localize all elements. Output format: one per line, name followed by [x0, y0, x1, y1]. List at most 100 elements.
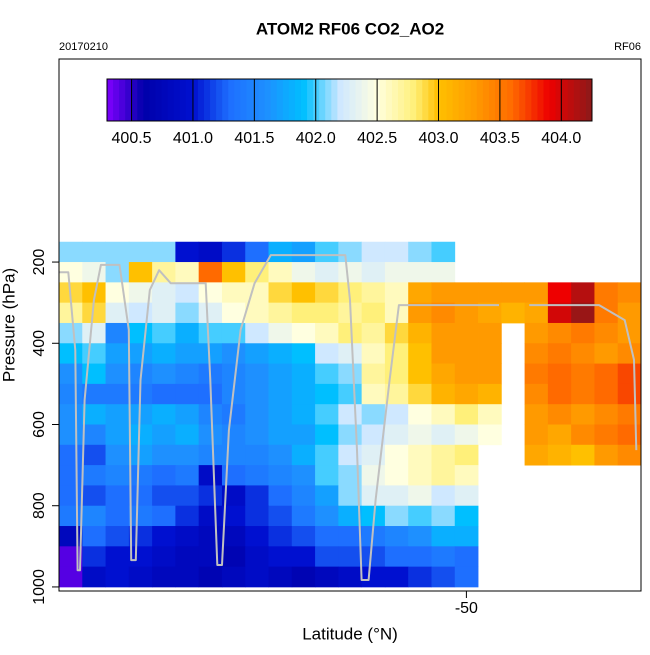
heatmap-cell	[268, 383, 293, 405]
heatmap-cell	[408, 424, 432, 446]
heatmap-cell	[82, 241, 106, 263]
colorbar-segment	[331, 79, 338, 121]
heatmap-cell	[152, 302, 176, 324]
heatmap-cell	[291, 302, 316, 324]
heatmap-cell	[221, 363, 246, 385]
heatmap-cell	[82, 444, 106, 466]
heatmap-cell	[571, 343, 595, 364]
heatmap-cell	[501, 302, 525, 324]
heatmap-cell	[617, 404, 641, 425]
date-label: 20170210	[59, 41, 108, 53]
heatmap-cell	[221, 241, 246, 263]
colorbar-segment	[434, 79, 441, 121]
heatmap-cell	[105, 505, 130, 527]
heatmap-cell	[384, 282, 409, 304]
heatmap-cell	[408, 526, 432, 547]
heatmap-cell	[268, 241, 293, 263]
plot-frame	[58, 58, 642, 592]
heatmap-cell	[198, 404, 223, 425]
heatmap-cell	[245, 343, 269, 364]
heatmap-cell	[268, 343, 293, 364]
heatmap-cell	[291, 343, 316, 364]
heatmap-cell	[198, 485, 223, 507]
heatmap-cell	[198, 262, 223, 283]
heatmap-cell	[361, 241, 386, 263]
colorbar-segment	[501, 79, 508, 121]
colorbar-segment	[143, 79, 150, 121]
colorbar-segment	[113, 79, 120, 121]
heatmap-cell	[431, 241, 456, 263]
y-tick-label: 200	[31, 249, 48, 276]
heatmap-cell	[245, 302, 269, 324]
heatmap-cell	[82, 383, 106, 405]
heatmap-cell	[198, 302, 223, 324]
heatmap-cell	[105, 383, 130, 405]
heatmap-cell	[291, 505, 316, 527]
heatmap-cell	[59, 262, 83, 283]
colorbar-segment	[161, 79, 169, 121]
heatmap-cell	[478, 404, 502, 425]
heatmap-cell	[338, 424, 363, 446]
heatmap-cell	[175, 465, 200, 486]
y-tick-label: 600	[31, 411, 48, 438]
heatmap-cell	[291, 526, 316, 547]
heatmap-cell	[105, 282, 130, 304]
heatmap-cell	[594, 322, 619, 344]
colorbar-segment	[282, 79, 290, 121]
heatmap-cell	[431, 465, 456, 486]
heatmap-cell	[59, 465, 83, 486]
heatmap-cell	[59, 241, 83, 263]
heatmap-cell	[221, 282, 246, 304]
heatmap-cell	[617, 363, 641, 385]
heatmap-cell	[268, 546, 293, 568]
heatmap-cell	[198, 465, 223, 486]
heatmap-cell	[431, 383, 456, 405]
heatmap-cell	[59, 424, 83, 446]
heatmap-cell	[431, 485, 456, 507]
heatmap-cell	[221, 343, 246, 364]
heatmap-cell	[454, 282, 479, 304]
heatmap-cell	[245, 404, 269, 425]
colorbar-segment	[416, 79, 423, 121]
colorbar-segment	[246, 79, 253, 121]
y-axis-label: Pressure (hPa)	[0, 268, 18, 382]
heatmap-cell	[501, 282, 525, 304]
heatmap-cell	[221, 424, 246, 446]
flight-label: RF06	[614, 41, 641, 53]
heatmap-cell	[291, 363, 316, 385]
colorbar-segment	[513, 79, 520, 121]
heatmap-cell	[408, 282, 432, 304]
heatmap-cell	[571, 404, 595, 425]
heatmap-cell	[524, 404, 549, 425]
heatmap-cell	[128, 566, 153, 588]
colorbar-segment	[422, 79, 429, 121]
colorbar-segment	[470, 79, 478, 121]
heatmap-cell	[361, 424, 386, 446]
heatmap-cell	[291, 546, 316, 568]
heatmap-cell	[315, 383, 339, 405]
heatmap-cell	[152, 363, 176, 385]
heatmap-cell	[291, 485, 316, 507]
heatmap-cell	[617, 343, 641, 364]
axes: 200 400 600 800 1000 -50	[31, 249, 478, 618]
heatmap-cell	[59, 444, 83, 466]
colorbar-segment	[404, 79, 411, 121]
heatmap-cell	[268, 444, 293, 466]
heatmap-cell	[384, 546, 409, 568]
heatmap-cell	[547, 302, 572, 324]
heatmap-cell	[175, 546, 200, 568]
heatmap-cell	[594, 343, 619, 364]
colorbar-frame	[106, 78, 593, 122]
heatmap-cell	[128, 526, 153, 547]
heatmap-cell	[594, 383, 619, 405]
heatmap-cell	[128, 465, 153, 486]
heatmap-cell	[315, 322, 339, 344]
heatmap-cell	[338, 404, 363, 425]
heatmap-cell	[221, 302, 246, 324]
colorbar: 400.5 401.0 401.5 402.0 402.5 403.0 403.5 404.0	[106, 78, 593, 147]
heatmap-cell	[361, 282, 386, 304]
flight-track-layer	[59, 254, 638, 581]
colorbar-segment	[234, 79, 241, 121]
heatmap-cell	[571, 282, 595, 304]
heatmap-cell	[268, 526, 293, 547]
